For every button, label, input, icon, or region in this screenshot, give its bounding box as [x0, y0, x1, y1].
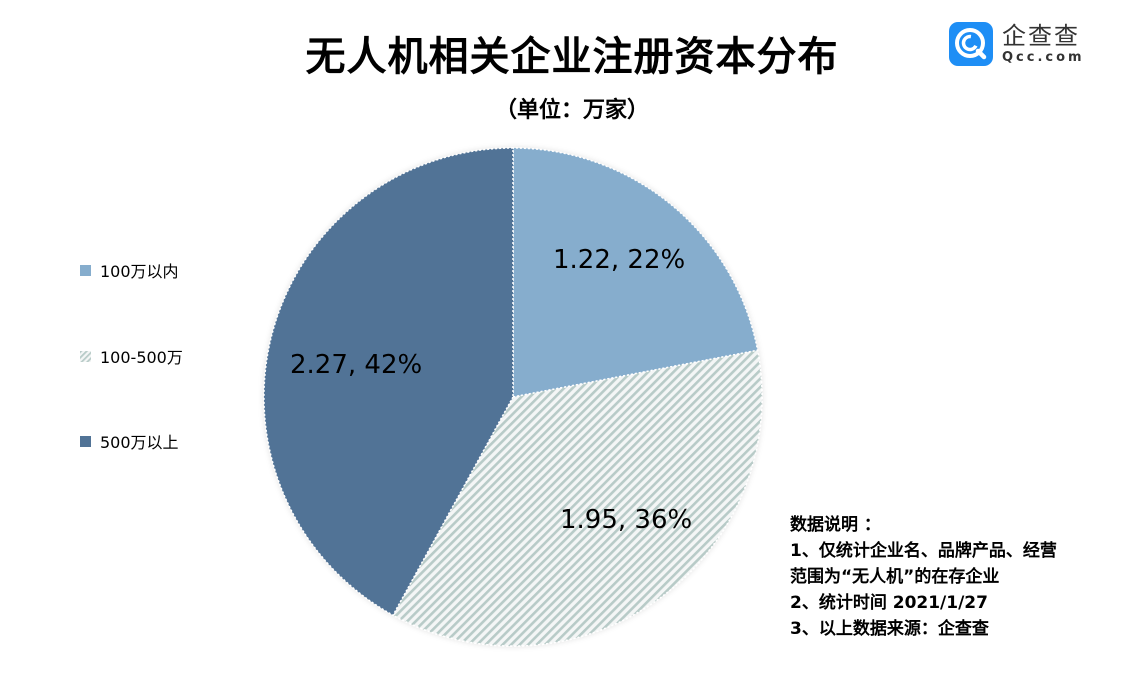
legend-label: 500万以上	[100, 433, 179, 452]
notes-line: 2、统计时间 2021/1/27	[790, 593, 988, 613]
legend-label: 100万以内	[100, 262, 179, 281]
data-label-over-500w: 2.27, 42%	[290, 350, 423, 380]
legend-item-under-100w[interactable]: 100万以内	[80, 258, 179, 282]
notes-line: 1、仅统计企业名、品牌产品、经营	[790, 541, 1057, 561]
data-label-100-500w: 1.95, 36%	[560, 505, 693, 535]
data-notes: 数据说明 ： 1、仅统计企业名、品牌产品、经营 范围为“无人机”的在存企业 2、…	[790, 512, 1057, 642]
logo-name-cn: 企查查	[1002, 22, 1080, 50]
chart-title: 无人机相关企业注册资本分布	[305, 34, 839, 80]
legend-swatch-solid-light-blue	[80, 264, 91, 276]
chart-subtitle: （单位：万家）	[494, 98, 649, 123]
legend-swatch-striped	[80, 350, 91, 362]
logo-name-en: Qcc.com	[1002, 50, 1085, 65]
legend-item-100-500w[interactable]: 100-500万	[80, 344, 183, 368]
qcc-logo-icon	[949, 22, 993, 66]
pie-slice-100-500w[interactable]	[391, 349, 763, 647]
qcc-logo: 企查查 Qcc.com	[949, 22, 1085, 66]
legend-label: 100-500万	[100, 348, 183, 367]
legend-swatch-solid-dark-blue	[80, 435, 91, 447]
legend-item-over-500w[interactable]: 500万以上	[80, 429, 179, 453]
notes-heading: 数据说明 ：	[790, 515, 881, 535]
pie-slice-over-500w[interactable]	[263, 147, 514, 617]
notes-line: 范围为“无人机”的在存企业	[790, 567, 1000, 587]
data-label-under-100w: 1.22, 22%	[553, 245, 686, 275]
notes-line: 3、以上数据来源：企查查	[790, 619, 989, 639]
pie-slice-under-100w[interactable]	[512, 147, 759, 398]
